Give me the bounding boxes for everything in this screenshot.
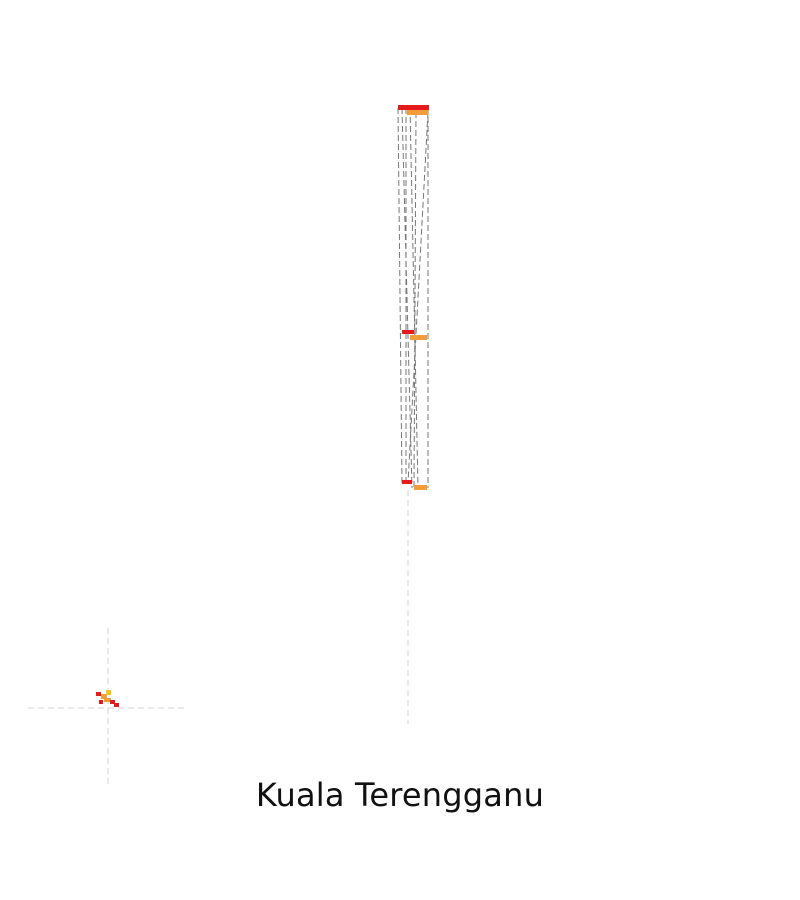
cluster-red-2 [110, 700, 115, 704]
bottom-orange-bar [414, 485, 427, 490]
cluster-red-4 [114, 703, 119, 707]
crosshair-guides [28, 490, 409, 788]
tower-structure [397, 107, 429, 489]
top-orange-bar [407, 110, 428, 115]
cluster-red-3 [99, 700, 103, 704]
tower-line-5 [407, 111, 429, 484]
top-red-bar [398, 105, 429, 110]
middle-red-bar [402, 330, 414, 334]
left-cluster [96, 690, 119, 707]
cluster-yellow-1 [106, 690, 111, 695]
cluster-orange-2 [104, 698, 111, 702]
middle-orange-bar [410, 335, 427, 340]
middle-markers [402, 330, 427, 340]
top-markers [398, 105, 429, 115]
tower-line-1 [397, 107, 403, 484]
tower-line-6 [401, 107, 413, 489]
location-caption: Kuala Terengganu [255, 776, 545, 814]
bottom-red-bar [402, 480, 412, 484]
tower-line-7 [409, 107, 419, 489]
cluster-red-1 [96, 692, 101, 696]
cluster-orange-1 [101, 694, 107, 699]
bottom-markers [402, 480, 427, 490]
